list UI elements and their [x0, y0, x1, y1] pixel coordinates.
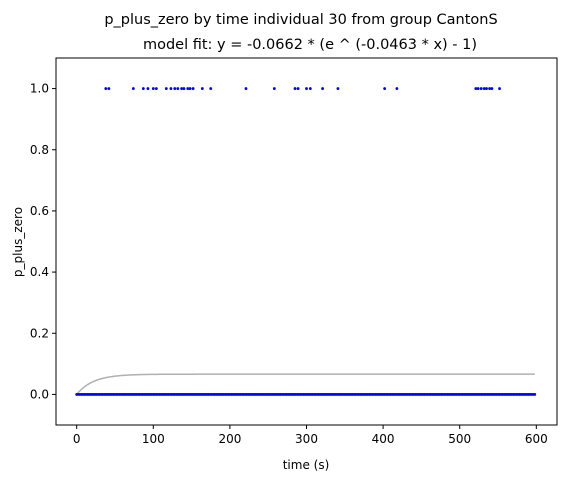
data-point [151, 87, 155, 90]
model-fit-layer [76, 373, 535, 395]
x-tick-label: 0 [73, 432, 81, 446]
model-fit-line [76, 373, 535, 395]
y-tick-label: 0.2 [30, 326, 49, 340]
data-point [336, 87, 340, 90]
chart-subtitle: model fit: y = -0.0662 * (e ^ (-0.0463 *… [143, 37, 477, 53]
y-tick-label: 1.0 [30, 82, 49, 96]
chart-title: p_plus_zero by time individual 30 from g… [104, 12, 497, 28]
y-tick-label: 0.8 [30, 143, 49, 157]
data-point [474, 87, 478, 90]
data-point [141, 87, 145, 90]
data-point [533, 393, 537, 396]
data-point [107, 87, 111, 90]
data-point [383, 87, 387, 90]
plot-frame [55, 57, 558, 426]
data-point [176, 87, 180, 90]
data-point [131, 87, 135, 90]
data-points-layer [75, 87, 537, 396]
x-tick-label: 300 [295, 432, 318, 446]
y-tick-label: 0.0 [30, 387, 49, 401]
data-point [186, 87, 190, 90]
data-point [180, 87, 184, 90]
x-axis-ticks: 0 100 200 300 400 500 600 [73, 425, 548, 446]
data-point [272, 87, 276, 90]
data-point [490, 87, 494, 90]
x-axis-label: time (s) [283, 458, 330, 472]
x-tick-label: 200 [218, 432, 241, 446]
data-point [479, 87, 483, 90]
data-point [293, 87, 297, 90]
data-point [476, 87, 480, 90]
data-point [104, 87, 108, 90]
data-point [305, 87, 308, 90]
data-point [200, 87, 204, 90]
data-point [146, 87, 150, 90]
data-point [321, 87, 324, 90]
x-tick-label: 400 [372, 432, 395, 446]
y-axis-ticks: 0.0 0.2 0.4 0.6 0.8 1.0 [30, 82, 56, 401]
x-tick-label: 500 [448, 432, 471, 446]
data-point [182, 87, 186, 90]
data-point [296, 87, 300, 90]
plot-area: 0 100 200 300 400 500 600 0.0 0.2 0.4 0.6 0.8 1.0 [30, 57, 558, 446]
data-point [188, 87, 192, 90]
y-axis-label: p_plus_zero [11, 207, 25, 277]
x-tick-label: 600 [525, 432, 548, 446]
x-tick-label: 100 [142, 432, 165, 446]
data-point [191, 87, 195, 90]
data-point [308, 87, 312, 90]
data-point [244, 87, 248, 90]
data-point [164, 87, 168, 90]
data-point [395, 87, 399, 90]
data-point [482, 87, 486, 90]
data-point [173, 87, 177, 90]
data-point [488, 87, 491, 90]
data-point [498, 87, 501, 90]
data-point [169, 87, 173, 90]
data-point [485, 87, 488, 90]
y-tick-label: 0.4 [30, 265, 49, 279]
data-point [154, 87, 158, 90]
y-tick-label: 0.6 [30, 204, 49, 218]
data-point [209, 87, 213, 90]
